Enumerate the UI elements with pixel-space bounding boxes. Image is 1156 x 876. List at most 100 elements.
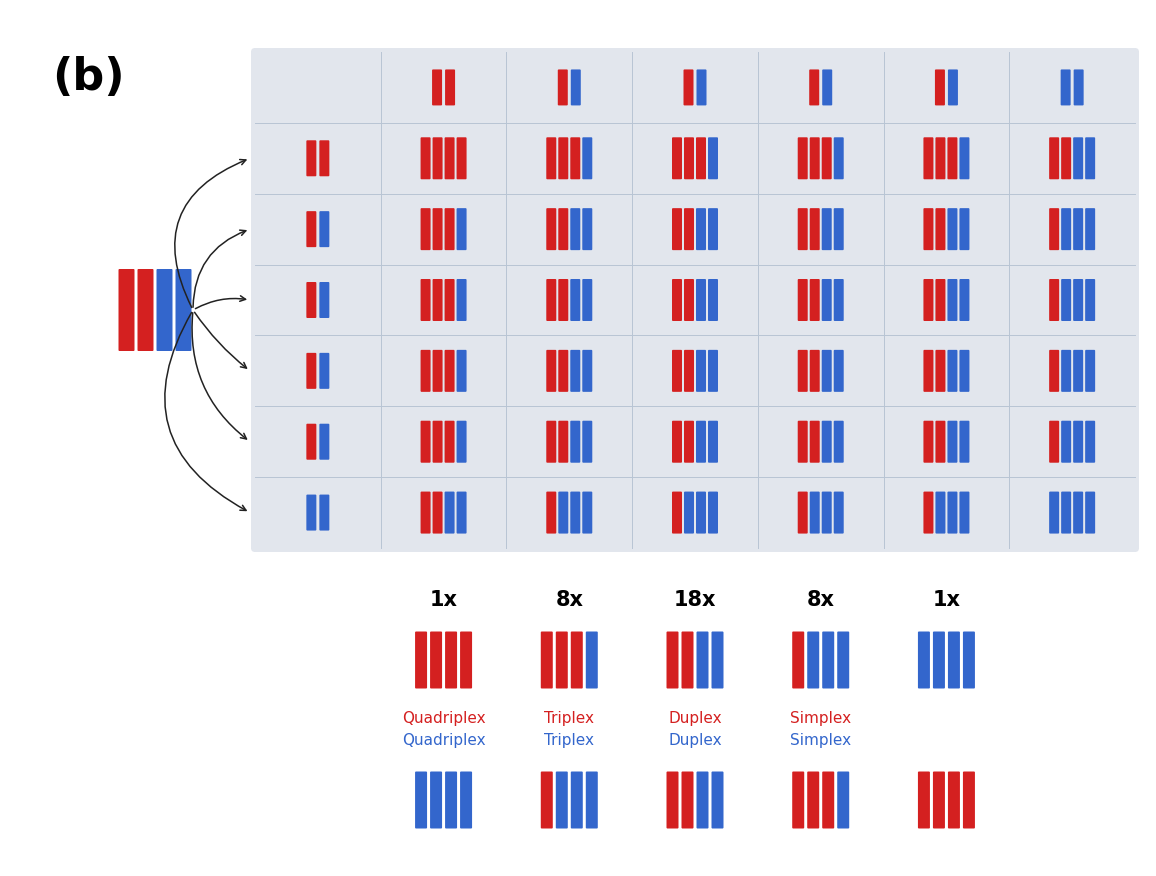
- FancyBboxPatch shape: [558, 138, 569, 180]
- FancyBboxPatch shape: [445, 632, 457, 689]
- FancyBboxPatch shape: [421, 279, 430, 321]
- FancyBboxPatch shape: [1073, 279, 1083, 321]
- FancyBboxPatch shape: [707, 208, 718, 251]
- FancyBboxPatch shape: [432, 350, 443, 392]
- FancyBboxPatch shape: [445, 279, 454, 321]
- FancyBboxPatch shape: [924, 138, 933, 180]
- FancyBboxPatch shape: [1073, 491, 1083, 533]
- FancyBboxPatch shape: [822, 491, 831, 533]
- FancyBboxPatch shape: [822, 420, 831, 463]
- FancyBboxPatch shape: [684, 279, 694, 321]
- FancyBboxPatch shape: [1074, 69, 1083, 105]
- FancyBboxPatch shape: [547, 420, 556, 463]
- FancyBboxPatch shape: [822, 632, 835, 689]
- FancyBboxPatch shape: [1085, 208, 1095, 251]
- FancyBboxPatch shape: [707, 350, 718, 392]
- FancyBboxPatch shape: [837, 772, 850, 829]
- FancyBboxPatch shape: [933, 772, 944, 829]
- FancyBboxPatch shape: [1061, 138, 1072, 180]
- FancyBboxPatch shape: [684, 420, 694, 463]
- FancyBboxPatch shape: [798, 208, 808, 251]
- FancyBboxPatch shape: [430, 772, 442, 829]
- FancyBboxPatch shape: [1050, 138, 1059, 180]
- FancyBboxPatch shape: [697, 69, 706, 105]
- FancyBboxPatch shape: [457, 491, 467, 533]
- FancyBboxPatch shape: [1050, 491, 1059, 533]
- FancyBboxPatch shape: [822, 208, 831, 251]
- FancyBboxPatch shape: [833, 491, 844, 533]
- FancyBboxPatch shape: [948, 69, 958, 105]
- FancyBboxPatch shape: [558, 69, 568, 105]
- FancyBboxPatch shape: [547, 279, 556, 321]
- FancyBboxPatch shape: [959, 279, 970, 321]
- FancyBboxPatch shape: [421, 491, 430, 533]
- Text: 8x: 8x: [555, 590, 584, 610]
- FancyBboxPatch shape: [948, 350, 957, 392]
- FancyBboxPatch shape: [306, 282, 317, 318]
- FancyBboxPatch shape: [696, 350, 706, 392]
- FancyBboxPatch shape: [707, 138, 718, 180]
- FancyBboxPatch shape: [918, 632, 929, 689]
- FancyBboxPatch shape: [924, 208, 933, 251]
- FancyBboxPatch shape: [306, 353, 317, 389]
- FancyBboxPatch shape: [583, 350, 592, 392]
- FancyBboxPatch shape: [935, 279, 946, 321]
- FancyBboxPatch shape: [822, 772, 835, 829]
- FancyBboxPatch shape: [558, 279, 569, 321]
- FancyBboxPatch shape: [570, 350, 580, 392]
- FancyBboxPatch shape: [697, 632, 709, 689]
- FancyBboxPatch shape: [682, 632, 694, 689]
- FancyBboxPatch shape: [809, 279, 820, 321]
- FancyBboxPatch shape: [432, 491, 443, 533]
- Text: Simplex: Simplex: [791, 710, 851, 725]
- FancyBboxPatch shape: [822, 69, 832, 105]
- FancyBboxPatch shape: [935, 69, 944, 105]
- FancyBboxPatch shape: [798, 138, 808, 180]
- FancyBboxPatch shape: [924, 350, 933, 392]
- FancyBboxPatch shape: [432, 138, 443, 180]
- FancyBboxPatch shape: [1085, 420, 1095, 463]
- Text: (b): (b): [52, 56, 125, 100]
- FancyBboxPatch shape: [672, 138, 682, 180]
- FancyBboxPatch shape: [251, 48, 1139, 552]
- FancyBboxPatch shape: [460, 632, 472, 689]
- FancyBboxPatch shape: [571, 632, 583, 689]
- FancyBboxPatch shape: [798, 350, 808, 392]
- FancyBboxPatch shape: [807, 772, 820, 829]
- FancyBboxPatch shape: [319, 211, 329, 247]
- FancyBboxPatch shape: [1050, 279, 1059, 321]
- Text: Quadriplex: Quadriplex: [402, 732, 486, 747]
- FancyBboxPatch shape: [415, 632, 427, 689]
- Text: Quadriplex: Quadriplex: [402, 710, 486, 725]
- FancyBboxPatch shape: [933, 632, 944, 689]
- FancyBboxPatch shape: [432, 208, 443, 251]
- FancyBboxPatch shape: [457, 138, 467, 180]
- FancyBboxPatch shape: [948, 772, 959, 829]
- FancyBboxPatch shape: [445, 208, 454, 251]
- FancyBboxPatch shape: [547, 138, 556, 180]
- FancyBboxPatch shape: [684, 208, 694, 251]
- FancyBboxPatch shape: [421, 138, 430, 180]
- FancyBboxPatch shape: [809, 69, 820, 105]
- FancyBboxPatch shape: [1073, 138, 1083, 180]
- FancyBboxPatch shape: [558, 420, 569, 463]
- FancyBboxPatch shape: [833, 420, 844, 463]
- FancyBboxPatch shape: [792, 772, 805, 829]
- FancyBboxPatch shape: [809, 138, 820, 180]
- FancyBboxPatch shape: [959, 491, 970, 533]
- FancyBboxPatch shape: [667, 772, 679, 829]
- FancyBboxPatch shape: [570, 279, 580, 321]
- FancyBboxPatch shape: [963, 632, 975, 689]
- FancyBboxPatch shape: [445, 69, 455, 105]
- FancyBboxPatch shape: [1085, 138, 1095, 180]
- FancyBboxPatch shape: [1073, 420, 1083, 463]
- FancyBboxPatch shape: [711, 772, 724, 829]
- FancyBboxPatch shape: [176, 269, 192, 351]
- FancyBboxPatch shape: [1061, 420, 1072, 463]
- FancyBboxPatch shape: [1061, 69, 1070, 105]
- FancyBboxPatch shape: [1061, 350, 1072, 392]
- FancyBboxPatch shape: [948, 138, 957, 180]
- FancyBboxPatch shape: [570, 420, 580, 463]
- FancyBboxPatch shape: [672, 208, 682, 251]
- FancyBboxPatch shape: [798, 420, 808, 463]
